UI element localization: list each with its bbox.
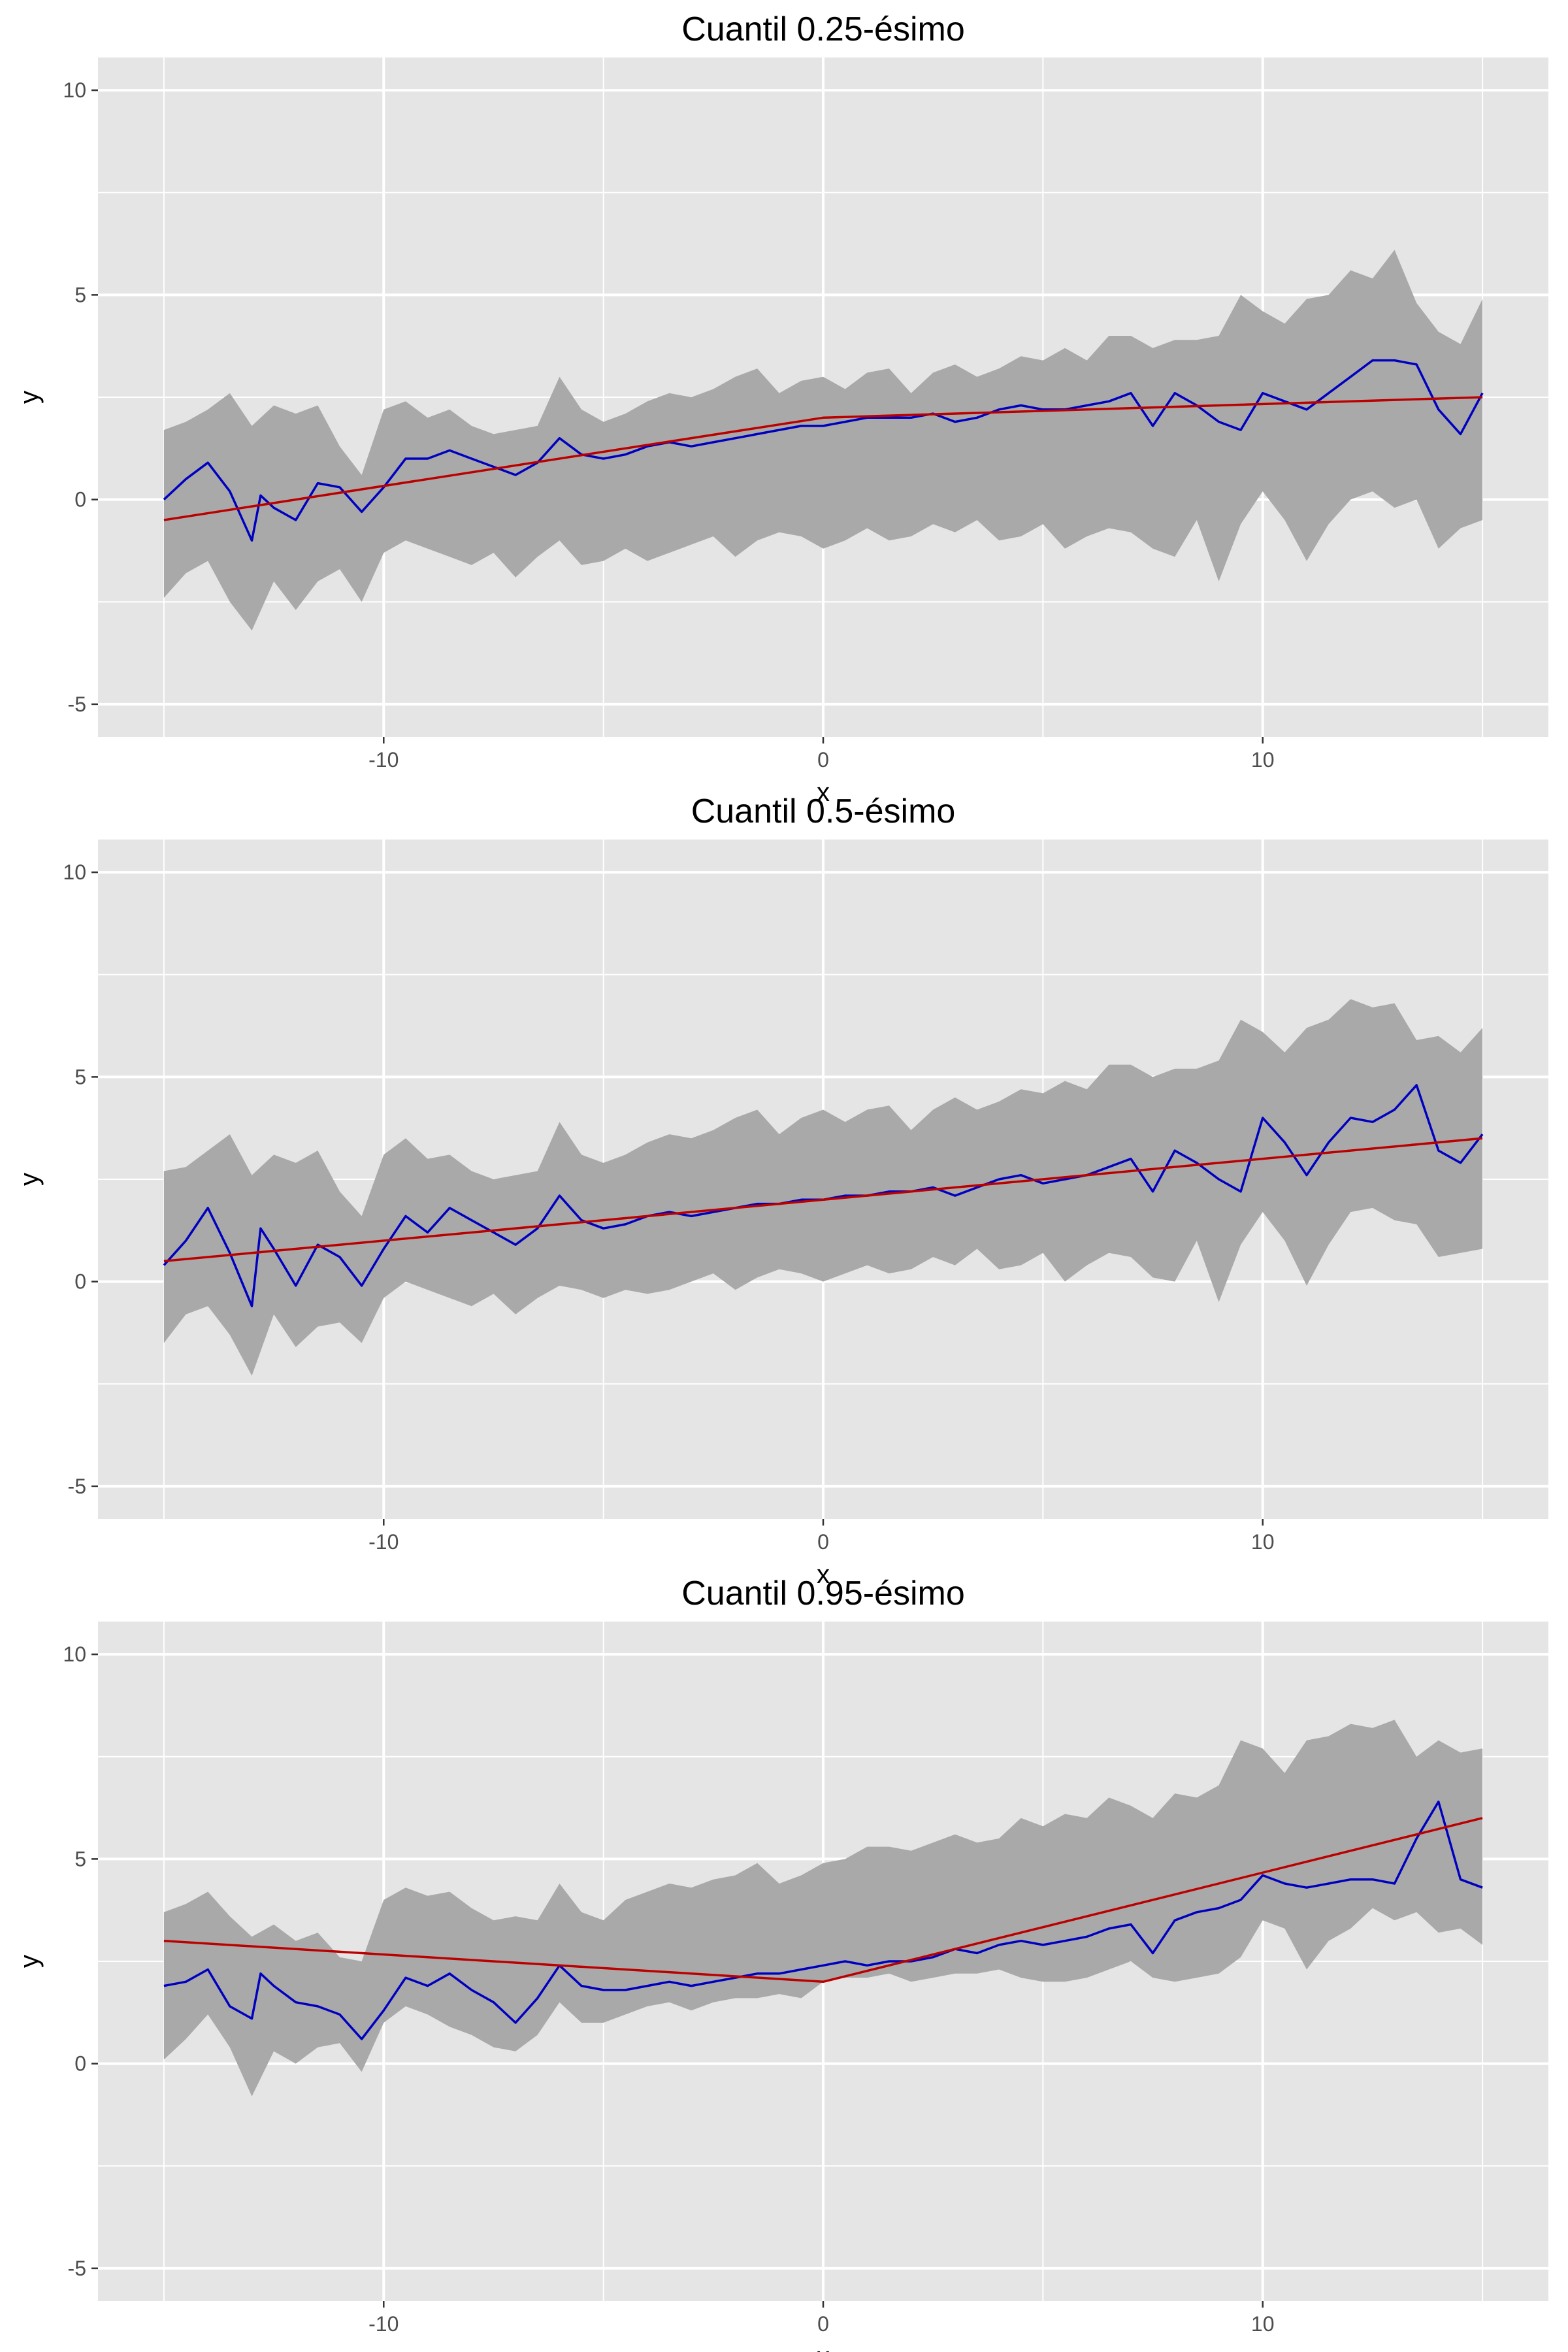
panel-1-x-axis: -10 0 10 — [368, 737, 1275, 772]
confidence-band — [163, 250, 1483, 631]
panel-3-y-axis-title: y — [15, 1955, 44, 1968]
true-quantile-line — [163, 1817, 1483, 1984]
panel-2-x-tick-label: 0 — [817, 1530, 829, 1554]
panel-2-x-tick-label: -10 — [368, 1530, 399, 1554]
panel-3-major-gridlines — [98, 1622, 1548, 2301]
panel-3-y-tick-label: 10 — [63, 1642, 86, 1666]
panel-3-data — [163, 1720, 1483, 2097]
estimate-line — [163, 1800, 1483, 2040]
true-quantile-line — [163, 396, 1483, 521]
panel-1-y-axis: -5 0 5 10 — [63, 78, 98, 716]
panel-3-y-tick-label: 5 — [74, 1847, 86, 1870]
panel-2-y-tick-label: 0 — [74, 1270, 86, 1294]
estimate-line — [163, 359, 1484, 542]
panel-2-data — [163, 999, 1484, 1376]
panel-2-x-tick-label: 10 — [1251, 1530, 1275, 1554]
panel-1-y-tick-label: 0 — [74, 488, 86, 512]
panel-3-x-axis-title: x — [817, 2342, 830, 2352]
panel-3-y-tick-label: -5 — [68, 2257, 86, 2280]
panel-2: Cuantil 0.5-ésimo -5 0 5 10 -10 0 10 x y — [15, 792, 1548, 1589]
panel-3-y-axis: -5 0 5 10 — [63, 1642, 98, 2280]
panel-2-title: Cuantil 0.5-ésimo — [691, 792, 956, 830]
confidence-band — [163, 999, 1483, 1376]
panel-3: Cuantil 0.95-ésimo -5 0 5 10 -10 0 10 x … — [15, 1575, 1548, 2352]
panel-1-title: Cuantil 0.25-ésimo — [681, 10, 965, 48]
panel-1-x-tick-label: 10 — [1251, 748, 1275, 772]
panel-2-y-tick-label: -5 — [68, 1475, 86, 1498]
panel-1-y-tick-label: 10 — [63, 78, 86, 102]
panel-2-x-axis-title: x — [817, 1560, 830, 1589]
panel-3-title: Cuantil 0.95-ésimo — [681, 1575, 965, 1612]
panel-2-y-tick-label: 10 — [63, 860, 86, 884]
panel-3-x-axis: -10 0 10 — [368, 2301, 1275, 2336]
panel-1-x-tick-label: -10 — [368, 748, 399, 772]
panel-3-x-tick-label: 0 — [817, 2312, 829, 2336]
panel-3-x-tick-label: 10 — [1251, 2312, 1275, 2336]
panel-1-y-tick-label: -5 — [68, 693, 86, 716]
panel-1-x-axis-title: x — [817, 778, 830, 807]
panel-3-y-tick-label: 0 — [74, 2052, 86, 2076]
panel-2-y-tick-label: 5 — [74, 1065, 86, 1088]
true-quantile-line — [163, 1137, 1483, 1263]
panel-2-x-axis: -10 0 10 — [368, 1519, 1275, 1554]
panel-1-x-tick-label: 0 — [817, 748, 829, 772]
panel-1-data — [163, 250, 1484, 631]
panel-1-y-axis-title: y — [15, 391, 44, 404]
panel-1: Cuantil 0.25-ésimo -5 0 5 10 -10 0 10 x … — [15, 10, 1548, 807]
panel-1-y-tick-label: 5 — [74, 283, 86, 306]
panel-3-x-tick-label: -10 — [368, 2312, 399, 2336]
panel-2-y-axis: -5 0 5 10 — [63, 860, 98, 1498]
panel-2-y-axis-title: y — [15, 1173, 44, 1186]
